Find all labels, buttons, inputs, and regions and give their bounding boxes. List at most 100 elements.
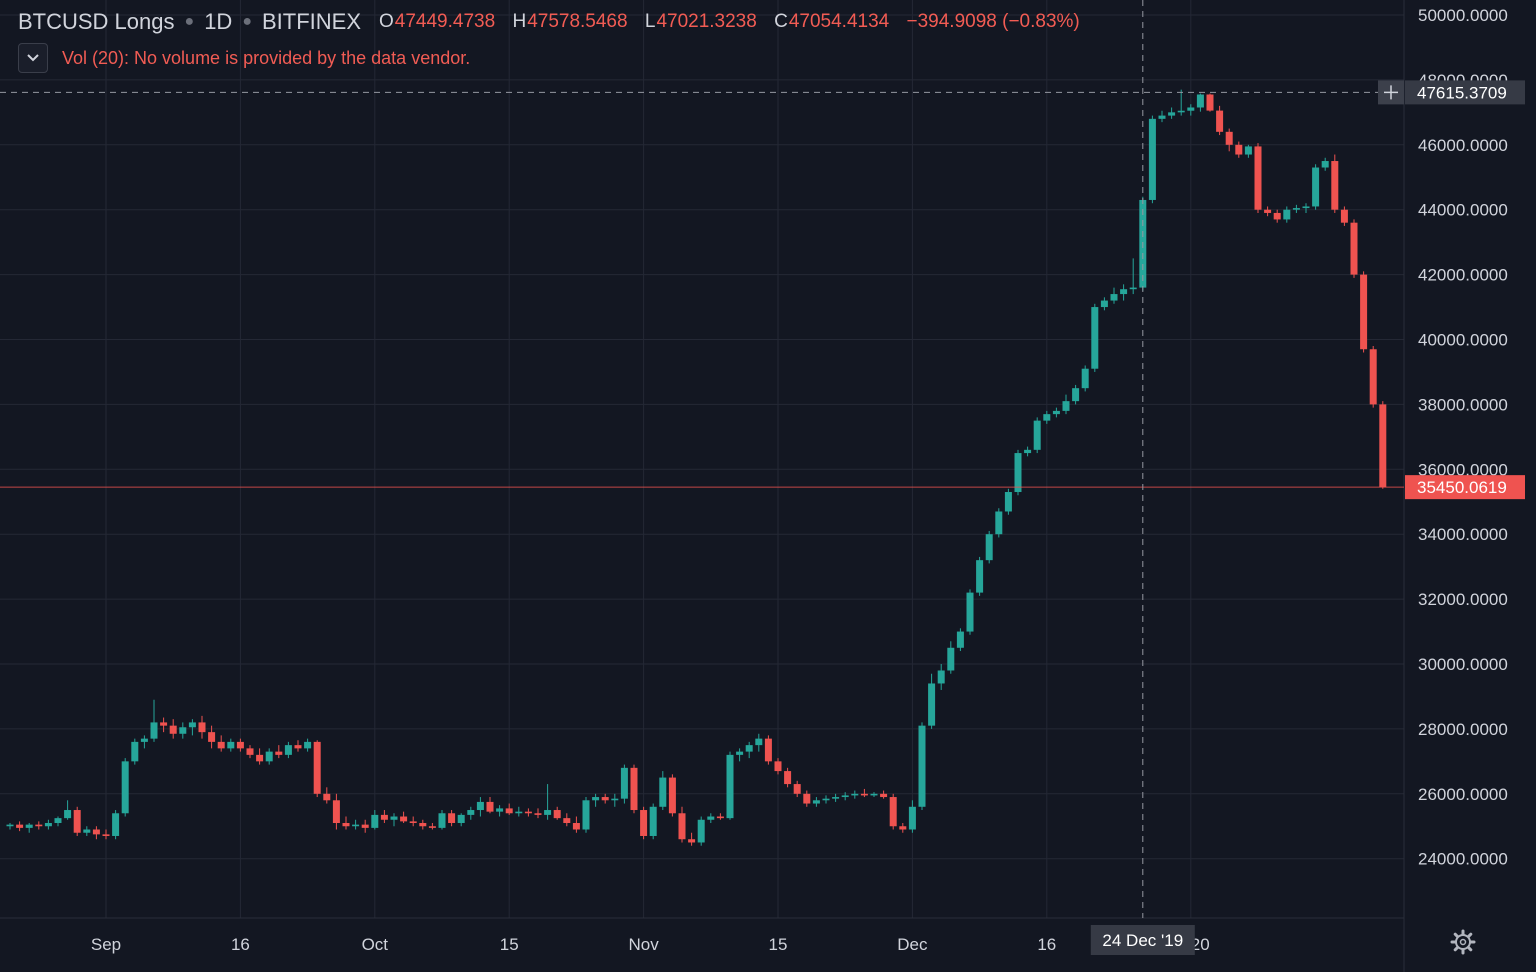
candle[interactable]	[1091, 303, 1099, 372]
candle[interactable]	[73, 806, 81, 836]
candle[interactable]	[553, 806, 561, 820]
candle[interactable]	[592, 793, 600, 807]
candle[interactable]	[1120, 284, 1128, 301]
candle[interactable]	[188, 719, 196, 736]
candle[interactable]	[1350, 219, 1358, 278]
candle[interactable]	[880, 790, 888, 799]
candle[interactable]	[361, 819, 369, 833]
candle[interactable]	[1033, 417, 1041, 454]
candle[interactable]	[217, 735, 225, 752]
candle[interactable]	[1340, 206, 1348, 226]
candle[interactable]	[1283, 206, 1291, 223]
candle[interactable]	[985, 530, 993, 564]
candle[interactable]	[486, 797, 494, 814]
candle[interactable]	[102, 829, 110, 840]
candle[interactable]	[1052, 407, 1060, 418]
candle[interactable]	[899, 823, 907, 833]
candle[interactable]	[44, 819, 52, 830]
candle[interactable]	[716, 813, 724, 820]
candle[interactable]	[236, 738, 244, 752]
candle[interactable]	[620, 764, 628, 804]
candle[interactable]	[467, 806, 475, 820]
candle[interactable]	[1331, 154, 1339, 213]
candle[interactable]	[736, 748, 744, 762]
candle[interactable]	[1187, 104, 1195, 116]
candle[interactable]	[284, 741, 292, 759]
candle[interactable]	[179, 722, 187, 739]
candle[interactable]	[304, 738, 312, 752]
candle[interactable]	[1014, 449, 1022, 496]
candle[interactable]	[563, 813, 571, 827]
candle[interactable]	[1177, 89, 1185, 116]
candle[interactable]	[112, 810, 120, 840]
candles[interactable]	[6, 89, 1387, 846]
candle[interactable]	[1360, 271, 1368, 353]
candle[interactable]	[83, 826, 91, 836]
candle[interactable]	[1379, 401, 1387, 489]
candle[interactable]	[1312, 164, 1320, 210]
candle[interactable]	[428, 823, 436, 830]
candle[interactable]	[227, 738, 235, 752]
candle[interactable]	[1148, 115, 1156, 204]
candle[interactable]	[976, 556, 984, 596]
candle[interactable]	[822, 795, 830, 804]
candle[interactable]	[524, 808, 532, 817]
candle[interactable]	[1004, 488, 1012, 515]
candle[interactable]	[1110, 287, 1118, 304]
candle[interactable]	[1264, 206, 1272, 217]
candle[interactable]	[265, 748, 273, 765]
candle[interactable]	[380, 810, 388, 824]
candle[interactable]	[918, 722, 926, 811]
candle[interactable]	[256, 748, 264, 765]
candle[interactable]	[668, 774, 676, 817]
candle[interactable]	[515, 806, 523, 817]
candle[interactable]	[870, 792, 878, 798]
candle[interactable]	[1225, 128, 1233, 152]
candle[interactable]	[1024, 446, 1032, 457]
candle[interactable]	[928, 673, 936, 729]
candle[interactable]	[745, 741, 753, 759]
candle[interactable]	[688, 832, 696, 846]
candle[interactable]	[150, 699, 158, 742]
candle[interactable]	[755, 733, 763, 752]
candle[interactable]	[208, 725, 216, 749]
candle[interactable]	[832, 793, 840, 802]
candle[interactable]	[640, 806, 648, 840]
candle[interactable]	[342, 816, 350, 830]
price-axis[interactable]: 24000.0000 26000.0000 28000.0000 30000.0000…	[1418, 6, 1508, 869]
candle[interactable]	[630, 764, 638, 814]
candle[interactable]	[1216, 105, 1224, 136]
candle[interactable]	[1081, 365, 1089, 392]
candle[interactable]	[947, 641, 955, 674]
candle[interactable]	[1129, 258, 1137, 295]
candle[interactable]	[649, 803, 657, 840]
candle[interactable]	[937, 664, 945, 690]
candle[interactable]	[966, 589, 974, 635]
candle[interactable]	[438, 810, 446, 830]
candle[interactable]	[1292, 204, 1300, 213]
candle[interactable]	[160, 717, 168, 733]
candle[interactable]	[1273, 209, 1281, 223]
candle[interactable]	[678, 806, 686, 843]
candle[interactable]	[64, 800, 72, 820]
candle[interactable]	[697, 816, 705, 846]
candle[interactable]	[457, 813, 465, 827]
candle[interactable]	[198, 715, 206, 739]
candle[interactable]	[332, 793, 340, 830]
candle[interactable]	[505, 803, 513, 815]
candle[interactable]	[1072, 384, 1080, 405]
candle[interactable]	[16, 821, 24, 832]
interval-label[interactable]: 1D	[204, 9, 233, 34]
candle[interactable]	[812, 797, 820, 807]
candle[interactable]	[582, 797, 590, 833]
candle[interactable]	[1043, 410, 1051, 424]
candle[interactable]	[246, 745, 254, 759]
candle[interactable]	[572, 816, 580, 833]
candle[interactable]	[448, 810, 456, 827]
candle[interactable]	[496, 805, 504, 817]
candle[interactable]	[908, 800, 916, 833]
candle[interactable]	[803, 790, 811, 807]
candle[interactable]	[409, 816, 417, 827]
candle[interactable]	[1062, 394, 1070, 415]
